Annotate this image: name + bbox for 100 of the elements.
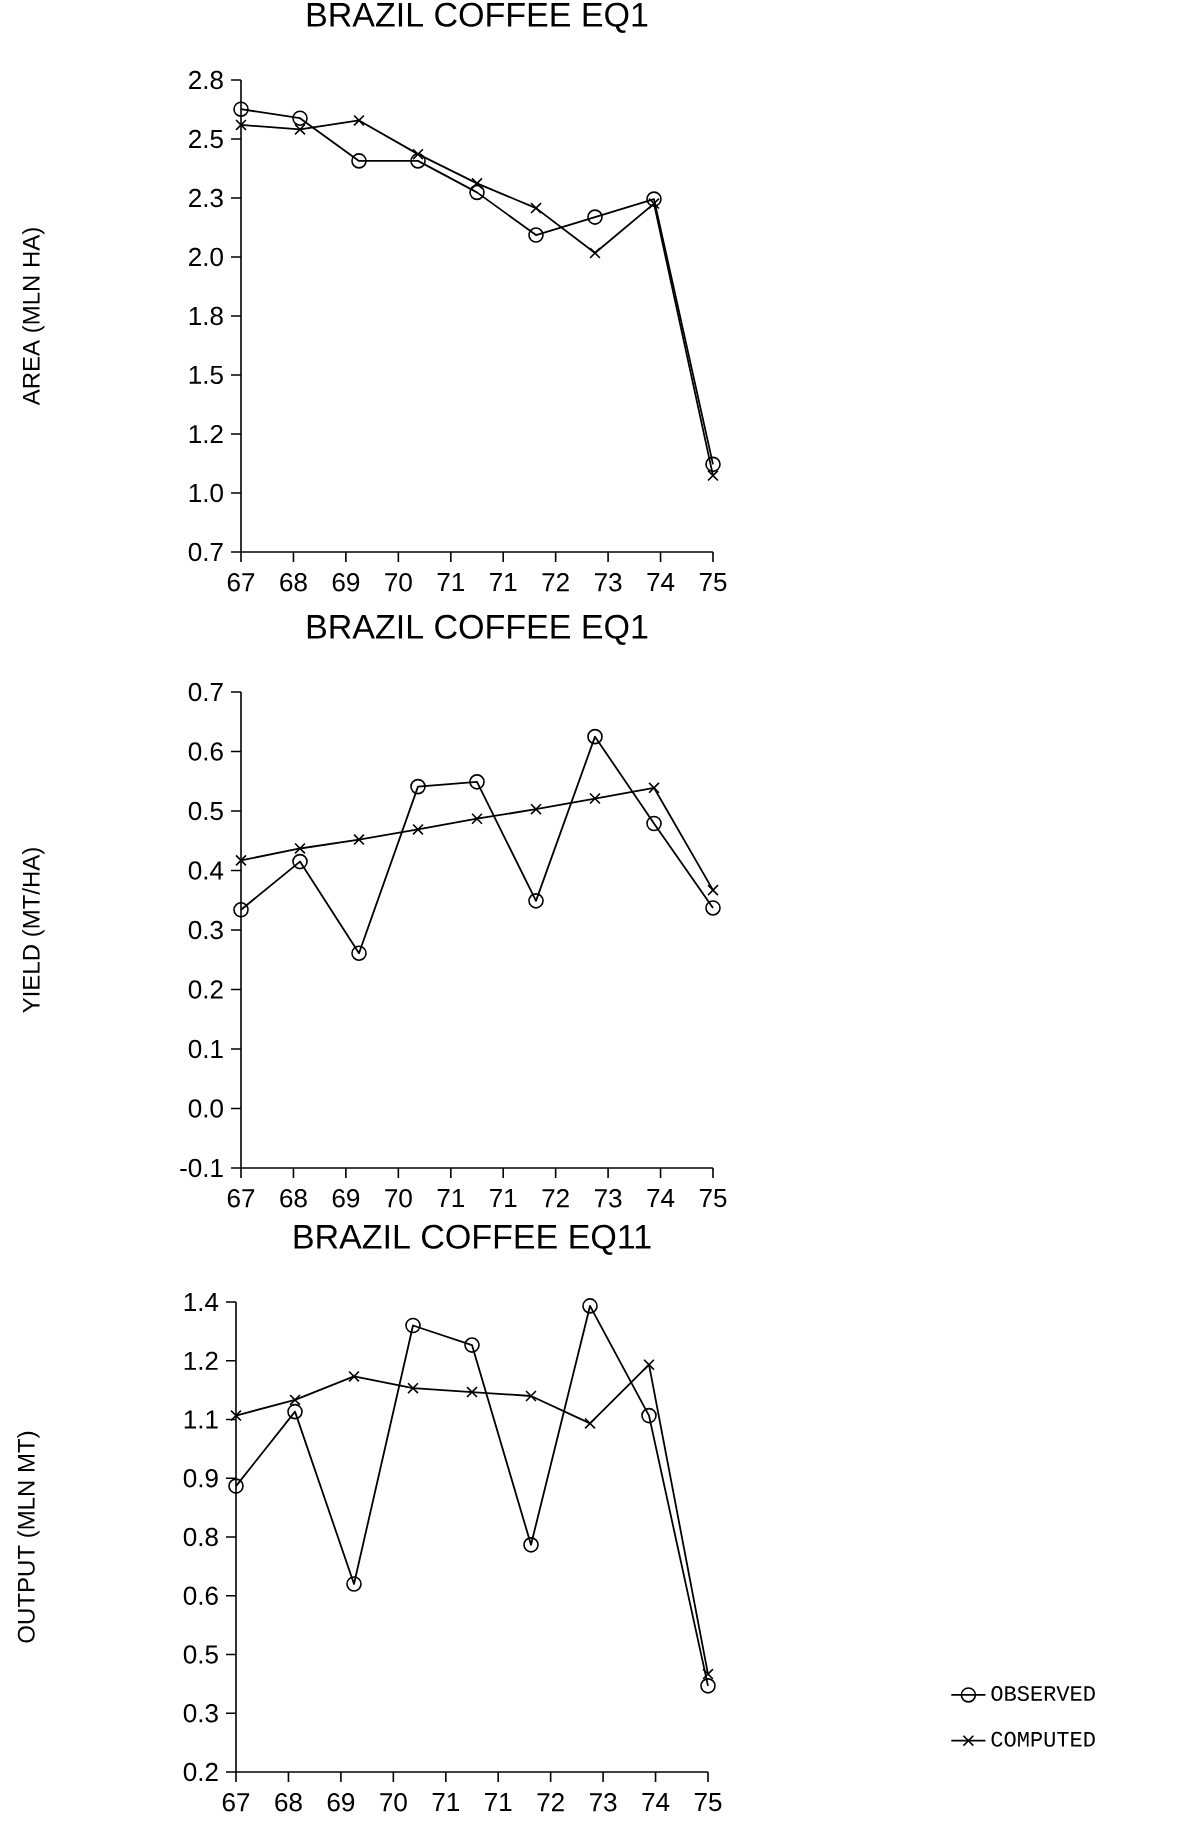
point (530, 202, 542, 214)
chart-title: BRAZIL COFFEE EQ11 (294, 1224, 651, 1255)
y-tick-label: 1.5 (189, 365, 223, 385)
x-tick-label: 75 (694, 1793, 722, 1812)
x-tick-label: 67 (227, 573, 255, 592)
y-tick-label: 0.2 (188, 980, 223, 999)
y-tick-label: 1.1 (184, 1410, 218, 1429)
y-tick-label: 0.2 (183, 1762, 218, 1782)
y-tick-label: -0.1 (180, 1158, 223, 1178)
point (410, 778, 426, 795)
x-tick-label: 68 (280, 1189, 307, 1208)
y-tick-label: 2.0 (189, 247, 223, 267)
y-axis-title: YIELD (MT/HA) (22, 848, 45, 1013)
x-tick-label: 74 (642, 1793, 670, 1811)
point (589, 247, 601, 259)
chart-title: BRAZIL COFFEE EQ1 (307, 2, 648, 33)
point (353, 114, 365, 127)
y-tick-label: 0.4 (188, 861, 224, 880)
point (346, 1576, 362, 1592)
chart-title: BRAZIL COFFEE EQ1 (307, 614, 648, 645)
point (289, 1394, 301, 1406)
point (641, 1407, 657, 1424)
x-tick-label: 75 (699, 573, 727, 592)
x-tick-label: 70 (380, 1793, 407, 1812)
point (582, 1298, 598, 1314)
point (412, 823, 424, 836)
point (294, 842, 306, 855)
point (700, 1678, 716, 1694)
y-tick-label: 1.8 (189, 306, 223, 326)
x-tick-label: 71 (432, 1793, 460, 1811)
y-tick-label: 0.3 (188, 920, 223, 940)
point (230, 1409, 242, 1422)
y-tick-label: 1.0 (189, 483, 223, 503)
x-tick-label: 74 (647, 573, 675, 591)
y-tick-label: 0.1 (188, 1039, 223, 1059)
x-tick-label: 71 (485, 1793, 512, 1811)
point (233, 901, 249, 918)
y-tick-label: 0.5 (183, 1645, 218, 1664)
y-tick-label: 1.4 (184, 1293, 219, 1311)
point (528, 227, 544, 243)
x-tick-label: 68 (280, 573, 307, 592)
y-tick-label: 2.8 (189, 70, 223, 90)
x-tick-label: 69 (332, 573, 360, 592)
y-tick-label: 0.5 (188, 801, 223, 821)
x-tick-label: 72 (537, 1793, 564, 1812)
x-tick-label: 70 (385, 573, 412, 592)
x-tick-label: 71 (490, 573, 517, 591)
x-tick-label: 75 (699, 1189, 727, 1208)
y-tick-label: 0.3 (183, 1704, 218, 1723)
point (523, 1537, 539, 1553)
point (705, 900, 721, 916)
y-tick-label: 1.2 (189, 424, 223, 444)
x-tick-label: 70 (385, 1189, 412, 1208)
y-tick-label: 2.5 (189, 129, 223, 149)
x-tick-label: 74 (647, 1189, 675, 1207)
y-tick-label: 0.8 (183, 1527, 218, 1547)
x-tick-label: 72 (542, 573, 569, 592)
point (587, 728, 603, 745)
point (292, 110, 308, 126)
point (525, 1390, 537, 1402)
y-tick-label: 2.3 (189, 188, 223, 208)
x-tick-label: 73 (594, 573, 622, 592)
point (705, 456, 721, 473)
y-axis-title: OUTPUT (MLN MT) (17, 1431, 40, 1643)
point (294, 123, 306, 136)
y-tick-label: 0.7 (188, 542, 223, 562)
point (469, 774, 485, 790)
point (466, 1386, 478, 1398)
y-tick-label: 1.2 (184, 1351, 218, 1370)
point (464, 1337, 480, 1353)
point (235, 854, 247, 867)
y-tick-label: 0.6 (183, 1586, 218, 1605)
point (351, 153, 367, 169)
legend-label: OBSERVED (991, 1686, 1095, 1701)
point (469, 184, 485, 201)
point (648, 197, 660, 210)
x-tick-label: 69 (327, 1793, 355, 1812)
point (292, 853, 308, 870)
x-tick-label: 73 (589, 1793, 617, 1812)
y-tick-label: 0.9 (183, 1469, 218, 1488)
point (584, 1417, 596, 1430)
point (235, 119, 247, 131)
x-tick-label: 67 (227, 1189, 255, 1208)
x-tick-label: 73 (594, 1189, 622, 1208)
x-tick-label: 71 (437, 1189, 464, 1207)
point (707, 469, 719, 482)
point (407, 1382, 419, 1394)
y-tick-label: 0.7 (188, 682, 223, 702)
x-tick-label: 67 (222, 1793, 250, 1812)
point (646, 191, 662, 207)
point (351, 945, 367, 961)
legend-label: COMPUTED (991, 1731, 1095, 1747)
point (405, 1317, 421, 1334)
point (471, 177, 483, 190)
y-tick-label: 0.6 (188, 742, 223, 761)
point (530, 803, 542, 815)
x-tick-label: 71 (490, 1189, 517, 1207)
point (353, 833, 365, 846)
point (587, 209, 603, 225)
point (528, 893, 544, 909)
